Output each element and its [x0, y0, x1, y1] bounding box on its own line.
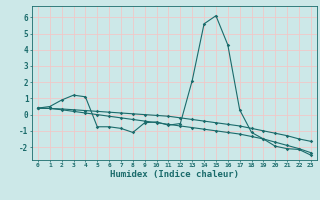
X-axis label: Humidex (Indice chaleur): Humidex (Indice chaleur) [110, 170, 239, 179]
